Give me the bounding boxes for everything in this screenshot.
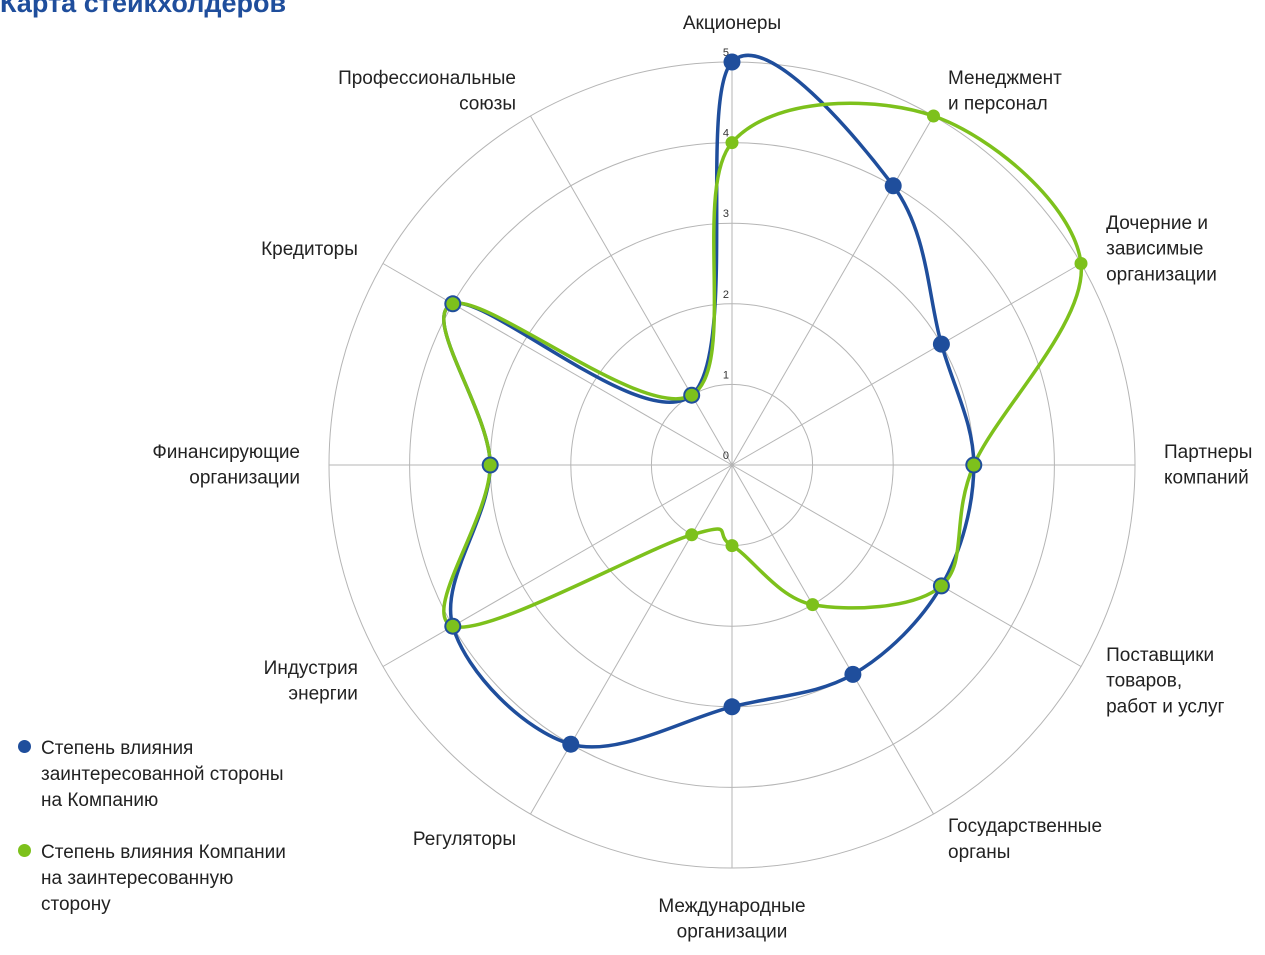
category-label: Менеджмент и персонал (948, 68, 1062, 115)
tick-label: 4 (723, 128, 729, 140)
spoke (731, 464, 934, 815)
data-point (723, 53, 741, 71)
legend-item: Степень влияния заинтересованной стороны… (18, 736, 298, 814)
legend-item: Степень влияния Компании на заинтересова… (18, 840, 298, 918)
data-point (446, 619, 460, 633)
spoke (530, 115, 733, 466)
data-point (967, 458, 981, 472)
category-label: Регуляторы (413, 829, 516, 850)
data-point (1074, 257, 1088, 270)
data-point (932, 335, 950, 353)
data-point (685, 528, 699, 542)
data-point (927, 109, 940, 123)
tick-label: 2 (723, 289, 729, 301)
spoke (530, 464, 733, 815)
category-label: Поставщики товаров, работ и услуг (1106, 645, 1224, 717)
chart-title: Карта стейкхолдеров (0, 0, 287, 18)
spoke (731, 263, 1082, 466)
category-label: Акционеры (683, 13, 781, 34)
data-point (844, 665, 862, 683)
category-label: Кредиторы (261, 239, 358, 260)
spoke (382, 263, 733, 466)
data-point (934, 579, 948, 593)
series-line (442, 53, 976, 749)
data-point (562, 735, 580, 753)
legend-marker (18, 740, 31, 753)
data-point (685, 388, 699, 402)
category-label: Партнеры компаний (1164, 442, 1252, 489)
tick-label: 0 (723, 450, 729, 462)
data-point (446, 297, 460, 311)
data-point (725, 539, 739, 553)
category-label: Профессиональные союзы (338, 68, 516, 115)
category-label: Индустрия энергии (264, 658, 358, 705)
series-line (442, 101, 1083, 629)
data-point (483, 458, 497, 472)
legend-label: Степень влияния заинтересованной стороны… (41, 738, 284, 811)
data-point (723, 698, 741, 716)
category-label: Финансирующие организации (152, 442, 300, 489)
tick-label: 1 (723, 369, 729, 381)
data-point (884, 177, 902, 195)
category-label: Дочерние и зависимые организации (1106, 213, 1217, 285)
legend: Степень влияния заинтересованной стороны… (18, 736, 298, 944)
legend-label: Степень влияния Компании на заинтересова… (41, 842, 286, 915)
spoke (731, 115, 934, 466)
tick-label: 3 (723, 208, 729, 220)
spoke (731, 464, 1082, 667)
data-point (725, 136, 739, 150)
data-point (806, 598, 820, 612)
legend-marker (18, 844, 31, 857)
category-label: Международные организации (658, 896, 805, 943)
tick-label: 5 (723, 47, 729, 59)
category-label: Государственные органы (948, 816, 1102, 863)
spoke (382, 464, 733, 667)
